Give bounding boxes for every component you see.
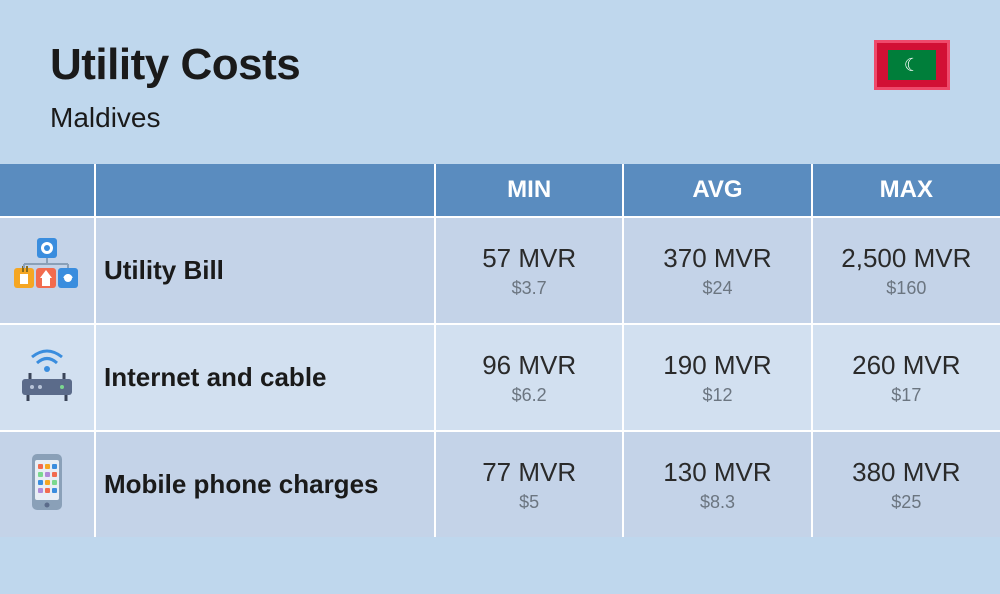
col-avg: AVG bbox=[623, 164, 811, 217]
row-name: Utility Bill bbox=[95, 217, 435, 324]
table-row: Mobile phone charges 77 MVR $5 130 MVR $… bbox=[0, 431, 1000, 537]
value-local: 2,500 MVR bbox=[823, 243, 990, 274]
col-icon bbox=[0, 164, 95, 217]
col-min: MIN bbox=[435, 164, 623, 217]
value-local: 77 MVR bbox=[446, 457, 612, 488]
header: Utility Costs Maldives ☾ bbox=[0, 0, 1000, 164]
phone-icon bbox=[0, 431, 95, 537]
header-text: Utility Costs Maldives bbox=[50, 40, 300, 134]
col-name bbox=[95, 164, 435, 217]
value-usd: $25 bbox=[823, 492, 990, 513]
cell-avg: 370 MVR $24 bbox=[623, 217, 811, 324]
value-usd: $8.3 bbox=[634, 492, 800, 513]
router-icon bbox=[0, 324, 95, 431]
cost-table: MIN AVG MAX bbox=[0, 164, 1000, 537]
value-local: 380 MVR bbox=[823, 457, 990, 488]
value-usd: $24 bbox=[634, 278, 800, 299]
flag-icon: ☾ bbox=[874, 40, 950, 90]
cell-avg: 190 MVR $12 bbox=[623, 324, 811, 431]
value-local: 57 MVR bbox=[446, 243, 612, 274]
flag-inner: ☾ bbox=[888, 50, 936, 80]
value-usd: $6.2 bbox=[446, 385, 612, 406]
row-name: Mobile phone charges bbox=[95, 431, 435, 537]
value-usd: $3.7 bbox=[446, 278, 612, 299]
table-row: Internet and cable 96 MVR $6.2 190 MVR $… bbox=[0, 324, 1000, 431]
table-header-row: MIN AVG MAX bbox=[0, 164, 1000, 217]
value-usd: $12 bbox=[634, 385, 800, 406]
value-local: 130 MVR bbox=[634, 457, 800, 488]
utility-icon bbox=[0, 217, 95, 324]
value-usd: $17 bbox=[823, 385, 990, 406]
page-subtitle: Maldives bbox=[50, 102, 300, 134]
col-max: MAX bbox=[812, 164, 1000, 217]
value-local: 96 MVR bbox=[446, 350, 612, 381]
cell-min: 57 MVR $3.7 bbox=[435, 217, 623, 324]
page-title: Utility Costs bbox=[50, 40, 300, 90]
value-usd: $5 bbox=[446, 492, 612, 513]
cell-max: 260 MVR $17 bbox=[812, 324, 1000, 431]
row-name: Internet and cable bbox=[95, 324, 435, 431]
cell-avg: 130 MVR $8.3 bbox=[623, 431, 811, 537]
cell-min: 96 MVR $6.2 bbox=[435, 324, 623, 431]
table-row: Utility Bill 57 MVR $3.7 370 MVR $24 2,5… bbox=[0, 217, 1000, 324]
value-usd: $160 bbox=[823, 278, 990, 299]
cell-max: 2,500 MVR $160 bbox=[812, 217, 1000, 324]
cell-max: 380 MVR $25 bbox=[812, 431, 1000, 537]
flag-crescent-icon: ☾ bbox=[904, 56, 920, 74]
value-local: 260 MVR bbox=[823, 350, 990, 381]
value-local: 370 MVR bbox=[634, 243, 800, 274]
value-local: 190 MVR bbox=[634, 350, 800, 381]
cell-min: 77 MVR $5 bbox=[435, 431, 623, 537]
